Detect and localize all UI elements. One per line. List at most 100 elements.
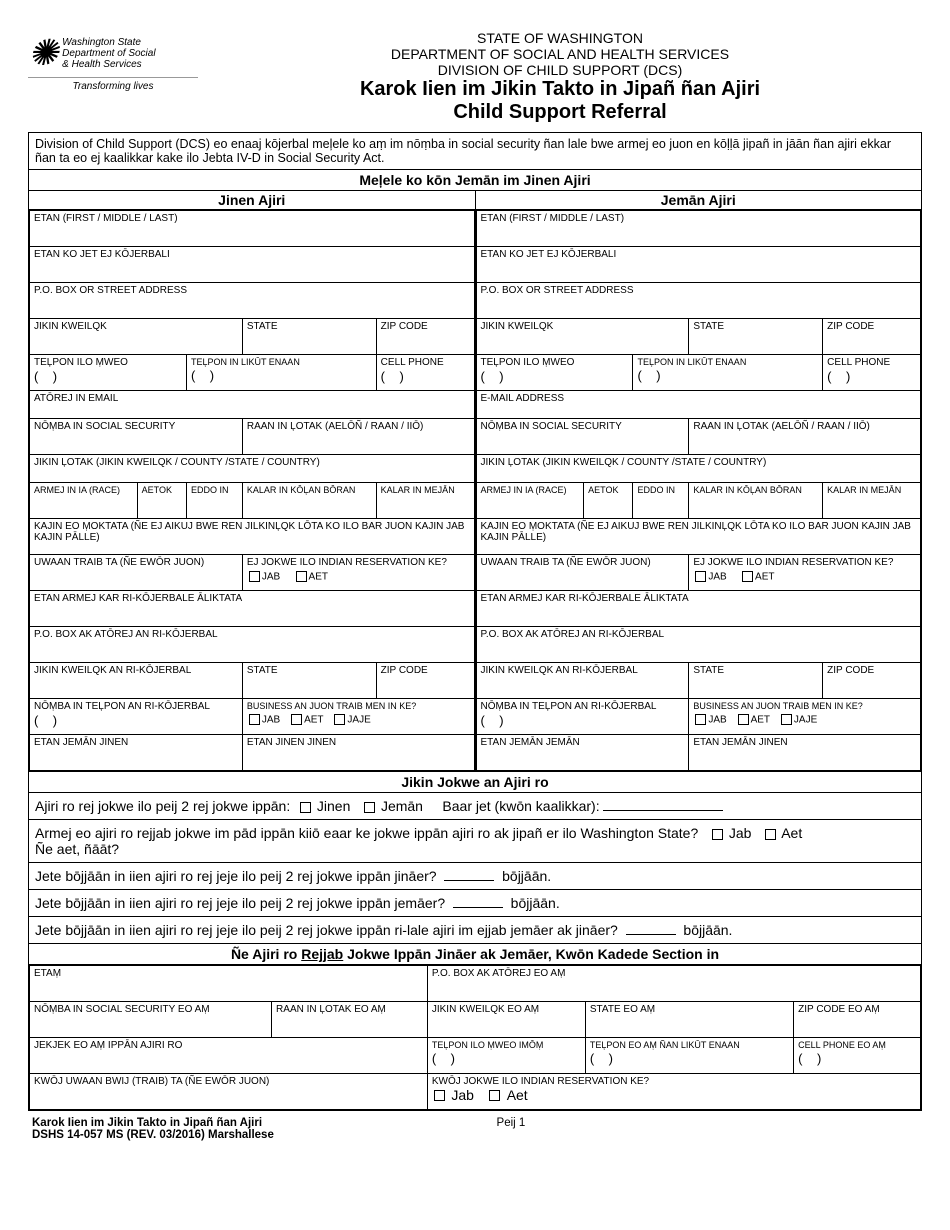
m-zip-cell[interactable]: ZIP CODE — [376, 319, 474, 355]
q2-aet-checkbox[interactable] — [765, 829, 776, 840]
f-zip-cell[interactable]: ZIP CODE — [823, 319, 921, 355]
f-employer-zip-cell[interactable]: ZIP CODE — [823, 663, 921, 699]
m-employer-state-cell[interactable]: STATE — [242, 663, 376, 699]
f-homephone-cell[interactable]: TEĻPON ILO ṂWEO( ) — [476, 355, 633, 391]
q1-jeman-checkbox[interactable] — [364, 802, 375, 813]
m-ssn-cell[interactable]: NŌṂBA IN SOCIAL SECURITY — [30, 419, 243, 455]
f-city-cell[interactable]: JIKIN KWEILQK — [476, 319, 689, 355]
m-alias-cell[interactable]: ETAN KO JET EJ KŌJERBALI — [30, 247, 475, 283]
ct-ssn-cell[interactable]: NŌṂBA IN SOCIAL SECURITY EO AṂ — [30, 1002, 272, 1038]
m-pobox-cell[interactable]: P.O. BOX OR STREET ADDRESS — [30, 283, 475, 319]
page-header: ✺ Washington State Department of Social … — [28, 30, 922, 124]
ct-res-jab-checkbox[interactable] — [434, 1090, 445, 1101]
f-gf-cell[interactable]: ETAN JEMĀN JEMĀN — [476, 735, 689, 771]
m-gf-cell[interactable]: ETAN JEMĀN JINEN — [30, 735, 243, 771]
m-weight-cell[interactable]: EDDO IN — [186, 483, 242, 519]
m-tribe-cell[interactable]: UWAAN TRAIB TA (ÑE EWŌR JUON) — [30, 555, 243, 591]
f-alias-cell[interactable]: ETAN KO JET EJ KŌJERBALI — [476, 247, 921, 283]
m-res-jab-checkbox[interactable] — [249, 571, 260, 582]
ct-city-cell[interactable]: JIKIN KWEILQK EO AṂ — [427, 1002, 585, 1038]
m-employer-cell[interactable]: ETAN ARMEJ KAR RI-KŌJERBALE ĀLIKTATA — [30, 591, 475, 627]
f-employer-phone-cell[interactable]: NŌṂBA IN TEĻPON AN RI-KŌJERBAL( ) — [476, 699, 689, 735]
f-pobox-cell[interactable]: P.O. BOX OR STREET ADDRESS — [476, 283, 921, 319]
m-height-cell[interactable]: AETOK — [137, 483, 186, 519]
m-biz-jaje-checkbox[interactable] — [334, 714, 345, 725]
q2-jab-checkbox[interactable] — [712, 829, 723, 840]
q3-blank[interactable] — [444, 869, 494, 881]
m-lang-cell[interactable]: KAJIN EO ṂOKTATA (ÑE EJ AIKUJ BWE REN JI… — [30, 519, 475, 555]
f-dob-cell[interactable]: RAAN IN ĻOTAK (AELŌÑ / RAAN / IIŌ) — [689, 419, 921, 455]
logo-line2: Department of Social — [62, 48, 155, 59]
f-lang-cell[interactable]: KAJIN EO ṂOKTATA (ÑE EJ AIKUJ BWE REN JI… — [476, 519, 921, 555]
f-name-cell[interactable]: ETAN (FIRST / MIDDLE / LAST) — [476, 211, 921, 247]
f-biz-jaje-checkbox[interactable] — [781, 714, 792, 725]
m-reservation-cell[interactable]: EJ JOKWE ILO INDIAN RESERVATION KE? JAB … — [242, 555, 474, 591]
residence-q5: Jete bōjjāān in iien ajiri ro rej jeje i… — [29, 917, 922, 944]
f-ssn-cell[interactable]: NŌṂBA IN SOCIAL SECURITY — [476, 419, 689, 455]
m-tribal-biz-cell[interactable]: BUSINESS AN JUON TRAIB MEN IN KE? JAB AE… — [242, 699, 474, 735]
f-eye-cell[interactable]: KALAR IN MEJĀN — [823, 483, 921, 519]
f-employer-state-cell[interactable]: STATE — [689, 663, 823, 699]
m-employer-city-cell[interactable]: JIKIN KWEILQK AN RI-KŌJERBAL — [30, 663, 243, 699]
f-state-cell[interactable]: STATE — [689, 319, 823, 355]
m-dob-cell[interactable]: RAAN IN ĻOTAK (AELŌÑ / RAAN / IIŌ) — [242, 419, 474, 455]
f-birthplace-cell[interactable]: JIKIN ĻOTAK (JIKIN KWEILQK / COUNTY /STA… — [476, 455, 921, 483]
q1-jinen-checkbox[interactable] — [300, 802, 311, 813]
m-biz-jab-checkbox[interactable] — [249, 714, 260, 725]
ct-dob-cell[interactable]: RAAN IN ĻOTAK EO AṂ — [272, 1002, 428, 1038]
q5-blank[interactable] — [626, 923, 676, 935]
m-gm-cell[interactable]: ETAN JINEN JINEN — [242, 735, 474, 771]
m-biz-aet-checkbox[interactable] — [291, 714, 302, 725]
residence-q4: Jete bōjjāān in iien ajiri ro rej jeje i… — [29, 890, 922, 917]
f-employer-addr-cell[interactable]: P.O. BOX AK ATŌREJ AN RI-KŌJERBAL — [476, 627, 921, 663]
f-msgphone-cell[interactable]: TEĻPON IN LIKŪT ENAAN( ) — [633, 355, 823, 391]
f-hair-cell[interactable]: KALAR IN KŌĻAN BŌRAN — [689, 483, 823, 519]
m-employer-phone-cell[interactable]: NŌṂBA IN TEĻPON AN RI-KŌJERBAL( ) — [30, 699, 243, 735]
q4-blank[interactable] — [453, 896, 503, 908]
m-employer-addr-cell[interactable]: P.O. BOX AK ATŌREJ AN RI-KŌJERBAL — [30, 627, 475, 663]
ct-tribe-cell[interactable]: KWŌJ UWAAN BWIJ (TRAIB) TA (ÑE EWŌR JUON… — [30, 1074, 428, 1110]
ct-name-cell[interactable]: ETAṂ — [30, 966, 428, 1002]
f-reservation-cell[interactable]: EJ JOKWE ILO INDIAN RESERVATION KE? JAB … — [689, 555, 921, 591]
f-employer-city-cell[interactable]: JIKIN KWEILQK AN RI-KŌJERBAL — [476, 663, 689, 699]
m-birthplace-cell[interactable]: JIKIN ĻOTAK (JIKIN KWEILQK / COUNTY /STA… — [30, 455, 475, 483]
ct-homephone-cell[interactable]: TEĻPON ILO ṂWEO IMŌṂ( ) — [427, 1038, 585, 1074]
m-employer-zip-cell[interactable]: ZIP CODE — [376, 663, 474, 699]
residence-q2: Armej eo ajiri ro rejjab jokwe im pād ip… — [29, 820, 922, 863]
m-cell-cell[interactable]: CELL PHONE( ) — [376, 355, 474, 391]
m-email-cell[interactable]: ATŌREJ IN EMAIL — [30, 391, 475, 419]
f-res-aet-checkbox[interactable] — [742, 571, 753, 582]
f-gm-cell[interactable]: ETAN JEMĀN JINEN — [689, 735, 921, 771]
ct-reservation-cell[interactable]: KWŌJ JOKWE ILO INDIAN RESERVATION KE? Ja… — [427, 1074, 920, 1110]
mother-col-header: Jinen Ajiri — [29, 191, 476, 210]
caretaker-block: ETAṂ P.O. BOX AK ATŌREJ EO AṂ NŌṂBA IN S… — [29, 965, 922, 1111]
m-city-cell[interactable]: JIKIN KWEILQK — [30, 319, 243, 355]
f-biz-jab-checkbox[interactable] — [695, 714, 706, 725]
f-biz-aet-checkbox[interactable] — [738, 714, 749, 725]
f-email-cell[interactable]: E-MAIL ADDRESS — [476, 391, 921, 419]
ct-msgphone-cell[interactable]: TEĻPON EO AṂ ÑAN LIKŪT ENAAN( ) — [585, 1038, 793, 1074]
m-homephone-cell[interactable]: TEĻPON ILO ṂWEO( ) — [30, 355, 187, 391]
f-cell-cell[interactable]: CELL PHONE( ) — [823, 355, 921, 391]
m-msgphone-cell[interactable]: TEĻPON IN LIKŪT ENAAN( ) — [186, 355, 376, 391]
ct-pobox-cell[interactable]: P.O. BOX AK ATŌREJ EO AṂ — [427, 966, 920, 1002]
f-height-cell[interactable]: AETOK — [584, 483, 633, 519]
ct-state-cell[interactable]: STATE EO AṂ — [585, 1002, 793, 1038]
q1-other-blank[interactable] — [603, 799, 723, 811]
ct-res-aet-checkbox[interactable] — [489, 1090, 500, 1101]
ct-relation-cell[interactable]: JEKJEK EO AṂ IPPĀN AJIRI RO — [30, 1038, 428, 1074]
f-race-cell[interactable]: ARMEJ IN IA (RACE) — [476, 483, 584, 519]
f-employer-cell[interactable]: ETAN ARMEJ KAR RI-KŌJERBALE ĀLIKTATA — [476, 591, 921, 627]
ct-cell-cell[interactable]: CELL PHONE EO AṂ( ) — [794, 1038, 921, 1074]
m-state-cell[interactable]: STATE — [242, 319, 376, 355]
m-name-cell[interactable]: ETAN (FIRST / MIDDLE / LAST) — [30, 211, 475, 247]
m-eye-cell[interactable]: KALAR IN MEJĀN — [376, 483, 474, 519]
f-tribe-cell[interactable]: UWAAN TRAIB TA (ÑE EWŌR JUON) — [476, 555, 689, 591]
m-race-cell[interactable]: ARMEJ IN IA (RACE) — [30, 483, 138, 519]
f-res-jab-checkbox[interactable] — [695, 571, 706, 582]
m-hair-cell[interactable]: KALAR IN KŌĻAN BŌRAN — [242, 483, 376, 519]
f-weight-cell[interactable]: EDDO IN — [633, 483, 689, 519]
ct-zip-cell[interactable]: ZIP CODE EO AṂ — [794, 1002, 921, 1038]
m-res-aet-checkbox[interactable] — [296, 571, 307, 582]
f-tribal-biz-cell[interactable]: BUSINESS AN JUON TRAIB MEN IN KE? JAB AE… — [689, 699, 921, 735]
